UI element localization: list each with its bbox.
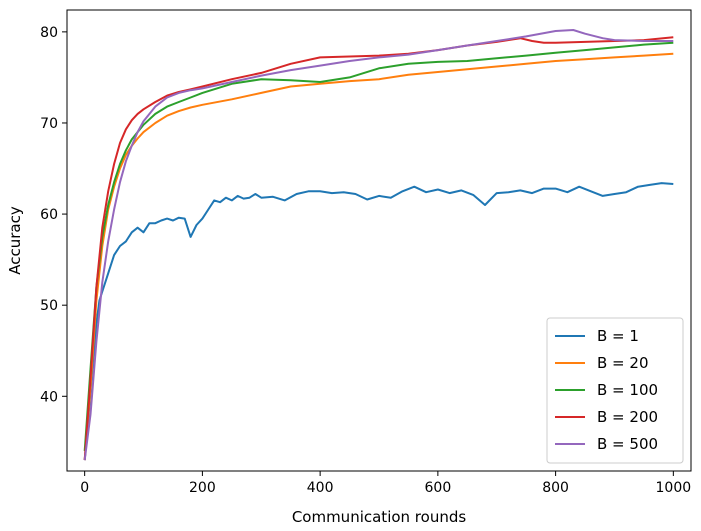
- x-tick-label: 0: [80, 480, 89, 496]
- legend: B = 1 B = 20 B = 100 B = 200 B = 500: [546, 317, 684, 464]
- x-axis-label: Communication rounds: [292, 508, 467, 526]
- legend-box: [546, 317, 684, 464]
- y-tick-label: 80: [40, 25, 58, 41]
- legend-label-2: B = 20: [597, 354, 648, 372]
- x-tick-label: 400: [307, 480, 334, 496]
- x-tick-label: 200: [189, 480, 216, 496]
- plot-frame: [66, 9, 692, 472]
- x-tick-label: 600: [425, 480, 452, 496]
- series-line-4: [83, 36, 674, 461]
- series-line-5: [83, 29, 674, 461]
- x-axis: 0 200 400 600 800 1000: [80, 471, 691, 496]
- series-layer: [83, 29, 674, 461]
- x-tick-label: 1000: [656, 480, 692, 496]
- series-line-3: [83, 41, 674, 452]
- y-tick-label: 70: [40, 116, 58, 132]
- y-tick-label: 60: [40, 207, 58, 223]
- legend-label-4: B = 200: [597, 408, 658, 426]
- y-axis: 40 50 60 70 80: [40, 25, 67, 405]
- y-tick-label: 50: [40, 298, 58, 314]
- legend-label-3: B = 100: [597, 381, 658, 399]
- legend-label-1: B = 1: [597, 327, 639, 345]
- legend-label-5: B = 500: [597, 435, 658, 453]
- x-tick-label: 800: [542, 480, 569, 496]
- series-line-2: [83, 52, 674, 461]
- y-tick-label: 40: [40, 389, 58, 405]
- series-line-1: [83, 182, 674, 461]
- y-axis-label: Accuracy: [6, 206, 24, 275]
